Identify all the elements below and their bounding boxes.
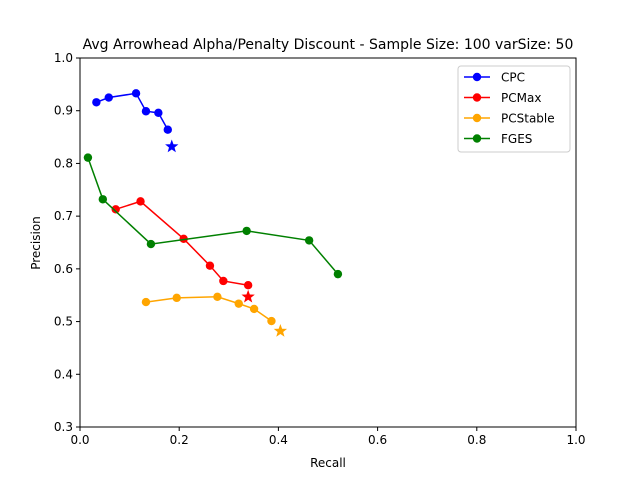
- legend-marker-pcstable: [472, 113, 482, 123]
- cpc-point: [92, 98, 101, 107]
- cpc-star-marker: [165, 139, 179, 153]
- y-tick-label: 1.0: [54, 51, 73, 65]
- pcmax-point: [179, 234, 188, 244]
- pcstable-point: [267, 316, 276, 326]
- y-tick-label: 0.3: [54, 420, 73, 434]
- fges-line: [87, 157, 339, 275]
- cpc-point: [163, 125, 172, 134]
- pcmax-point: [205, 261, 215, 270]
- fges-point: [146, 239, 156, 249]
- pcmax-point: [243, 280, 253, 290]
- x-tick-label: 0.2: [170, 433, 189, 447]
- pcstable-point: [249, 304, 259, 314]
- legend-label-cpc: CPC: [501, 71, 525, 85]
- cpc-point: [154, 108, 163, 118]
- cpc-point: [104, 93, 113, 102]
- fges-point: [333, 269, 343, 279]
- legend-marker-fges: [472, 134, 482, 143]
- y-tick-label: 0.9: [54, 104, 73, 118]
- y-tick-label: 0.6: [54, 262, 73, 276]
- legend-marker-pcmax: [472, 93, 482, 102]
- y-tick-label: 0.8: [54, 156, 73, 170]
- y-axis-label: Precision: [29, 216, 43, 270]
- pcstable-point: [213, 292, 222, 301]
- x-tick-label: 0.0: [70, 433, 89, 447]
- legend-label-pcmax: PCMax: [501, 91, 541, 105]
- y-tick-label: 0.7: [54, 209, 73, 223]
- x-axis-label: Recall: [310, 456, 346, 470]
- x-tick-label: 0.4: [269, 433, 288, 447]
- plot-area: 0.0 0.2 0.4 0.6 0.8 1.0 0.3 0.4 0.5 0.6 0.7 0.8 0.9 1…: [54, 51, 586, 447]
- chart-title: Avg Arrowhead Alpha/Penalty Discount - S…: [83, 37, 574, 53]
- fges-point: [242, 226, 251, 236]
- fges-point: [83, 153, 93, 162]
- pcmax-point: [136, 197, 145, 206]
- legend-marker-cpc: [472, 72, 482, 82]
- legend: CPC PCMax PCStable FGES: [457, 65, 571, 153]
- cpc-point: [141, 107, 151, 116]
- legend-label-pcstable: PCStable: [501, 112, 555, 126]
- fges-point: [304, 236, 314, 245]
- axes-frame: [79, 57, 577, 428]
- pcstable-star-marker: [273, 324, 288, 337]
- legend-box: [457, 65, 571, 153]
- legend-label-fges: FGES: [501, 132, 532, 146]
- x-tick-label: 1.0: [566, 433, 585, 447]
- fges-point: [98, 195, 108, 204]
- pcmax-line: [115, 200, 249, 286]
- x-tick-label: 0.6: [368, 433, 387, 447]
- y-tick-label: 0.4: [54, 367, 73, 381]
- cpc-point: [131, 89, 141, 98]
- pcmax-point: [111, 205, 120, 214]
- pcstable-point: [234, 299, 243, 308]
- pcmax-point: [219, 276, 228, 286]
- pcstable-point: [141, 297, 151, 307]
- pcstable-point: [172, 293, 181, 303]
- y-tick-label: 0.5: [54, 315, 73, 329]
- pcmax-star-marker: [241, 289, 255, 303]
- x-tick-label: 0.8: [467, 433, 486, 447]
